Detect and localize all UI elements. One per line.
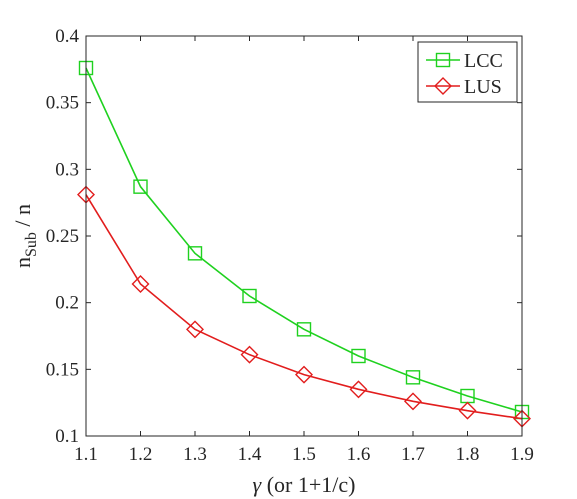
legend: LCC LUS bbox=[417, 41, 518, 103]
series-lus-point bbox=[404, 392, 422, 411]
y-axis-label-tail: / n bbox=[10, 204, 35, 232]
series-lcc-point bbox=[133, 179, 148, 194]
y-tick-label: 0.15 bbox=[46, 359, 79, 380]
legend-box bbox=[417, 41, 518, 103]
x-tick-label: 1.5 bbox=[292, 444, 316, 465]
legend-marker-lus bbox=[434, 77, 452, 95]
x-tick-label: 1.7 bbox=[401, 444, 425, 465]
series-lcc-point bbox=[187, 246, 203, 261]
x-axis-label-symbol: γ bbox=[253, 472, 263, 497]
x-tick-label: 1.9 bbox=[510, 444, 534, 465]
series-lus-point bbox=[240, 345, 259, 364]
legend-item-lus: LUS bbox=[426, 76, 502, 98]
x-axis-label: γ (or 1+1/c) bbox=[253, 472, 356, 497]
x-tick-label: 1.2 bbox=[129, 444, 153, 465]
x-tick-label: 1.3 bbox=[183, 444, 207, 465]
x-tick-label: 1.6 bbox=[347, 444, 371, 465]
series-lcc-point bbox=[405, 370, 421, 385]
x-axis-label-text: (or 1+1/c) bbox=[261, 472, 355, 497]
y-tick-label: 0.35 bbox=[46, 93, 79, 114]
y-tick-label: 0.25 bbox=[46, 226, 79, 247]
legend-label-lus: LUS bbox=[464, 76, 502, 98]
y-tick-label: 0.3 bbox=[55, 159, 79, 180]
y-tick-label: 0.4 bbox=[55, 26, 79, 47]
legend-marker-lcc bbox=[435, 52, 451, 68]
series-lus-point bbox=[295, 365, 313, 384]
axes: 1.1 1.2 1.3 1.4 1.5 1.6 1.7 1.8 1.9 0.1 0.15 0.2 0.2… bbox=[46, 26, 534, 465]
series-lcc-line bbox=[85, 67, 523, 413]
series-lus-point bbox=[458, 401, 477, 420]
series-lus-line bbox=[85, 194, 523, 420]
x-tick-label: 1.8 bbox=[456, 444, 480, 465]
x-tick-label: 1.4 bbox=[238, 444, 262, 465]
series-lcc-point bbox=[296, 322, 312, 337]
series-lus-point bbox=[131, 275, 150, 293]
legend-item-lcc: LCC bbox=[426, 50, 503, 72]
series-lcc-point bbox=[351, 348, 366, 364]
legend-label-lcc: LCC bbox=[464, 50, 503, 72]
series-lus-point bbox=[186, 320, 204, 339]
y-axis-label-subscript: Sub bbox=[23, 232, 40, 257]
series-lcc-point bbox=[242, 288, 257, 304]
y-axis-label: nSub / n bbox=[10, 204, 40, 268]
series-lus-point bbox=[349, 380, 368, 399]
x-tick-label: 1.1 bbox=[74, 444, 98, 465]
y-tick-label: 0.2 bbox=[55, 293, 79, 314]
y-tick-label: 0.1 bbox=[55, 426, 79, 447]
y-axis-label-main: n bbox=[10, 257, 35, 268]
